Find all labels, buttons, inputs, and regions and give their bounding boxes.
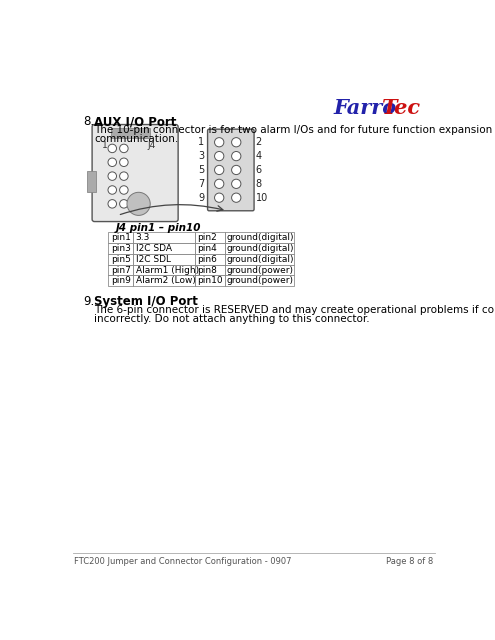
Text: 10: 10 <box>255 193 268 203</box>
Circle shape <box>232 165 241 175</box>
Text: ground(digital): ground(digital) <box>227 255 295 264</box>
Text: pin9: pin9 <box>111 276 131 285</box>
FancyBboxPatch shape <box>207 129 254 211</box>
Text: pin5: pin5 <box>111 255 131 264</box>
Text: pin2: pin2 <box>198 233 217 242</box>
Circle shape <box>232 179 241 188</box>
Text: Page 8 of 8: Page 8 of 8 <box>386 557 433 566</box>
Text: I2C SDA: I2C SDA <box>136 244 171 253</box>
Bar <box>225 232 295 243</box>
Text: 8.: 8. <box>84 115 95 128</box>
Bar <box>108 232 133 243</box>
Bar <box>133 232 195 243</box>
Text: The 10-pin connector is for two alarm I/Os and for future function expansion use: The 10-pin connector is for two alarm I/… <box>95 125 495 135</box>
Text: 4: 4 <box>255 151 262 161</box>
Text: pin6: pin6 <box>198 255 217 264</box>
Circle shape <box>120 200 128 208</box>
Text: System I/O Port: System I/O Port <box>95 296 198 308</box>
Circle shape <box>214 138 224 147</box>
Text: incorrectly. Do not attach anything to this connector.: incorrectly. Do not attach anything to t… <box>95 314 370 324</box>
Text: ground(digital): ground(digital) <box>227 244 295 253</box>
Text: Alarm2 (Low): Alarm2 (Low) <box>136 276 196 285</box>
FancyBboxPatch shape <box>92 125 178 221</box>
Bar <box>111 129 150 138</box>
Circle shape <box>232 138 241 147</box>
Circle shape <box>108 144 116 153</box>
Text: J4 pin1 – pin10: J4 pin1 – pin10 <box>116 223 201 233</box>
Circle shape <box>108 158 116 166</box>
Text: I2C SDL: I2C SDL <box>136 255 170 264</box>
Text: 3.3: 3.3 <box>136 233 150 242</box>
Bar <box>195 275 225 286</box>
Text: Alarm1 (High): Alarm1 (High) <box>136 266 198 275</box>
Text: The 6-pin connector is RESERVED and may create operational problems if configure: The 6-pin connector is RESERVED and may … <box>95 305 495 316</box>
Text: 2: 2 <box>255 137 262 147</box>
Bar <box>108 254 133 265</box>
Bar <box>133 275 195 286</box>
Bar <box>108 243 133 254</box>
Bar <box>108 265 133 275</box>
Text: 1: 1 <box>198 137 204 147</box>
Bar <box>108 275 133 286</box>
Circle shape <box>232 152 241 161</box>
Bar <box>133 254 195 265</box>
Circle shape <box>127 192 150 216</box>
Text: 9.: 9. <box>84 296 95 308</box>
Text: ground(power): ground(power) <box>227 266 294 275</box>
Text: 7: 7 <box>198 179 204 189</box>
Bar <box>195 254 225 265</box>
Text: pin8: pin8 <box>198 266 217 275</box>
Text: 6: 6 <box>255 165 262 175</box>
Text: pin7: pin7 <box>111 266 131 275</box>
Circle shape <box>214 165 224 175</box>
Circle shape <box>214 179 224 188</box>
Circle shape <box>108 172 116 180</box>
Bar <box>133 243 195 254</box>
Text: 1: 1 <box>102 141 108 150</box>
Bar <box>195 265 225 275</box>
Circle shape <box>214 152 224 161</box>
Text: Tec: Tec <box>381 97 420 118</box>
Bar <box>195 232 225 243</box>
Circle shape <box>108 186 116 194</box>
Text: 9: 9 <box>198 193 204 203</box>
Bar <box>225 265 295 275</box>
Bar <box>225 243 295 254</box>
Text: pin3: pin3 <box>111 244 131 253</box>
Text: pin10: pin10 <box>198 276 223 285</box>
Circle shape <box>232 193 241 202</box>
Text: 3: 3 <box>198 151 204 161</box>
Bar <box>225 254 295 265</box>
Bar <box>195 243 225 254</box>
Circle shape <box>120 172 128 180</box>
Circle shape <box>120 144 128 153</box>
Circle shape <box>214 193 224 202</box>
Text: Farro: Farro <box>333 97 396 118</box>
Text: pin1: pin1 <box>111 233 131 242</box>
Text: FTC200 Jumper and Connector Configuration - 0907: FTC200 Jumper and Connector Configuratio… <box>74 557 292 566</box>
Circle shape <box>120 186 128 194</box>
Bar <box>225 275 295 286</box>
Text: communication.: communication. <box>95 134 179 144</box>
Text: 5: 5 <box>198 165 204 175</box>
Text: ground(digital): ground(digital) <box>227 233 295 242</box>
Text: J4: J4 <box>147 141 155 150</box>
Bar <box>133 265 195 275</box>
Bar <box>87 171 96 192</box>
Text: pin4: pin4 <box>198 244 217 253</box>
Text: ground(power): ground(power) <box>227 276 294 285</box>
Circle shape <box>108 200 116 208</box>
Circle shape <box>120 158 128 166</box>
Text: AUX I/O Port: AUX I/O Port <box>95 115 177 128</box>
Text: 8: 8 <box>255 179 262 189</box>
